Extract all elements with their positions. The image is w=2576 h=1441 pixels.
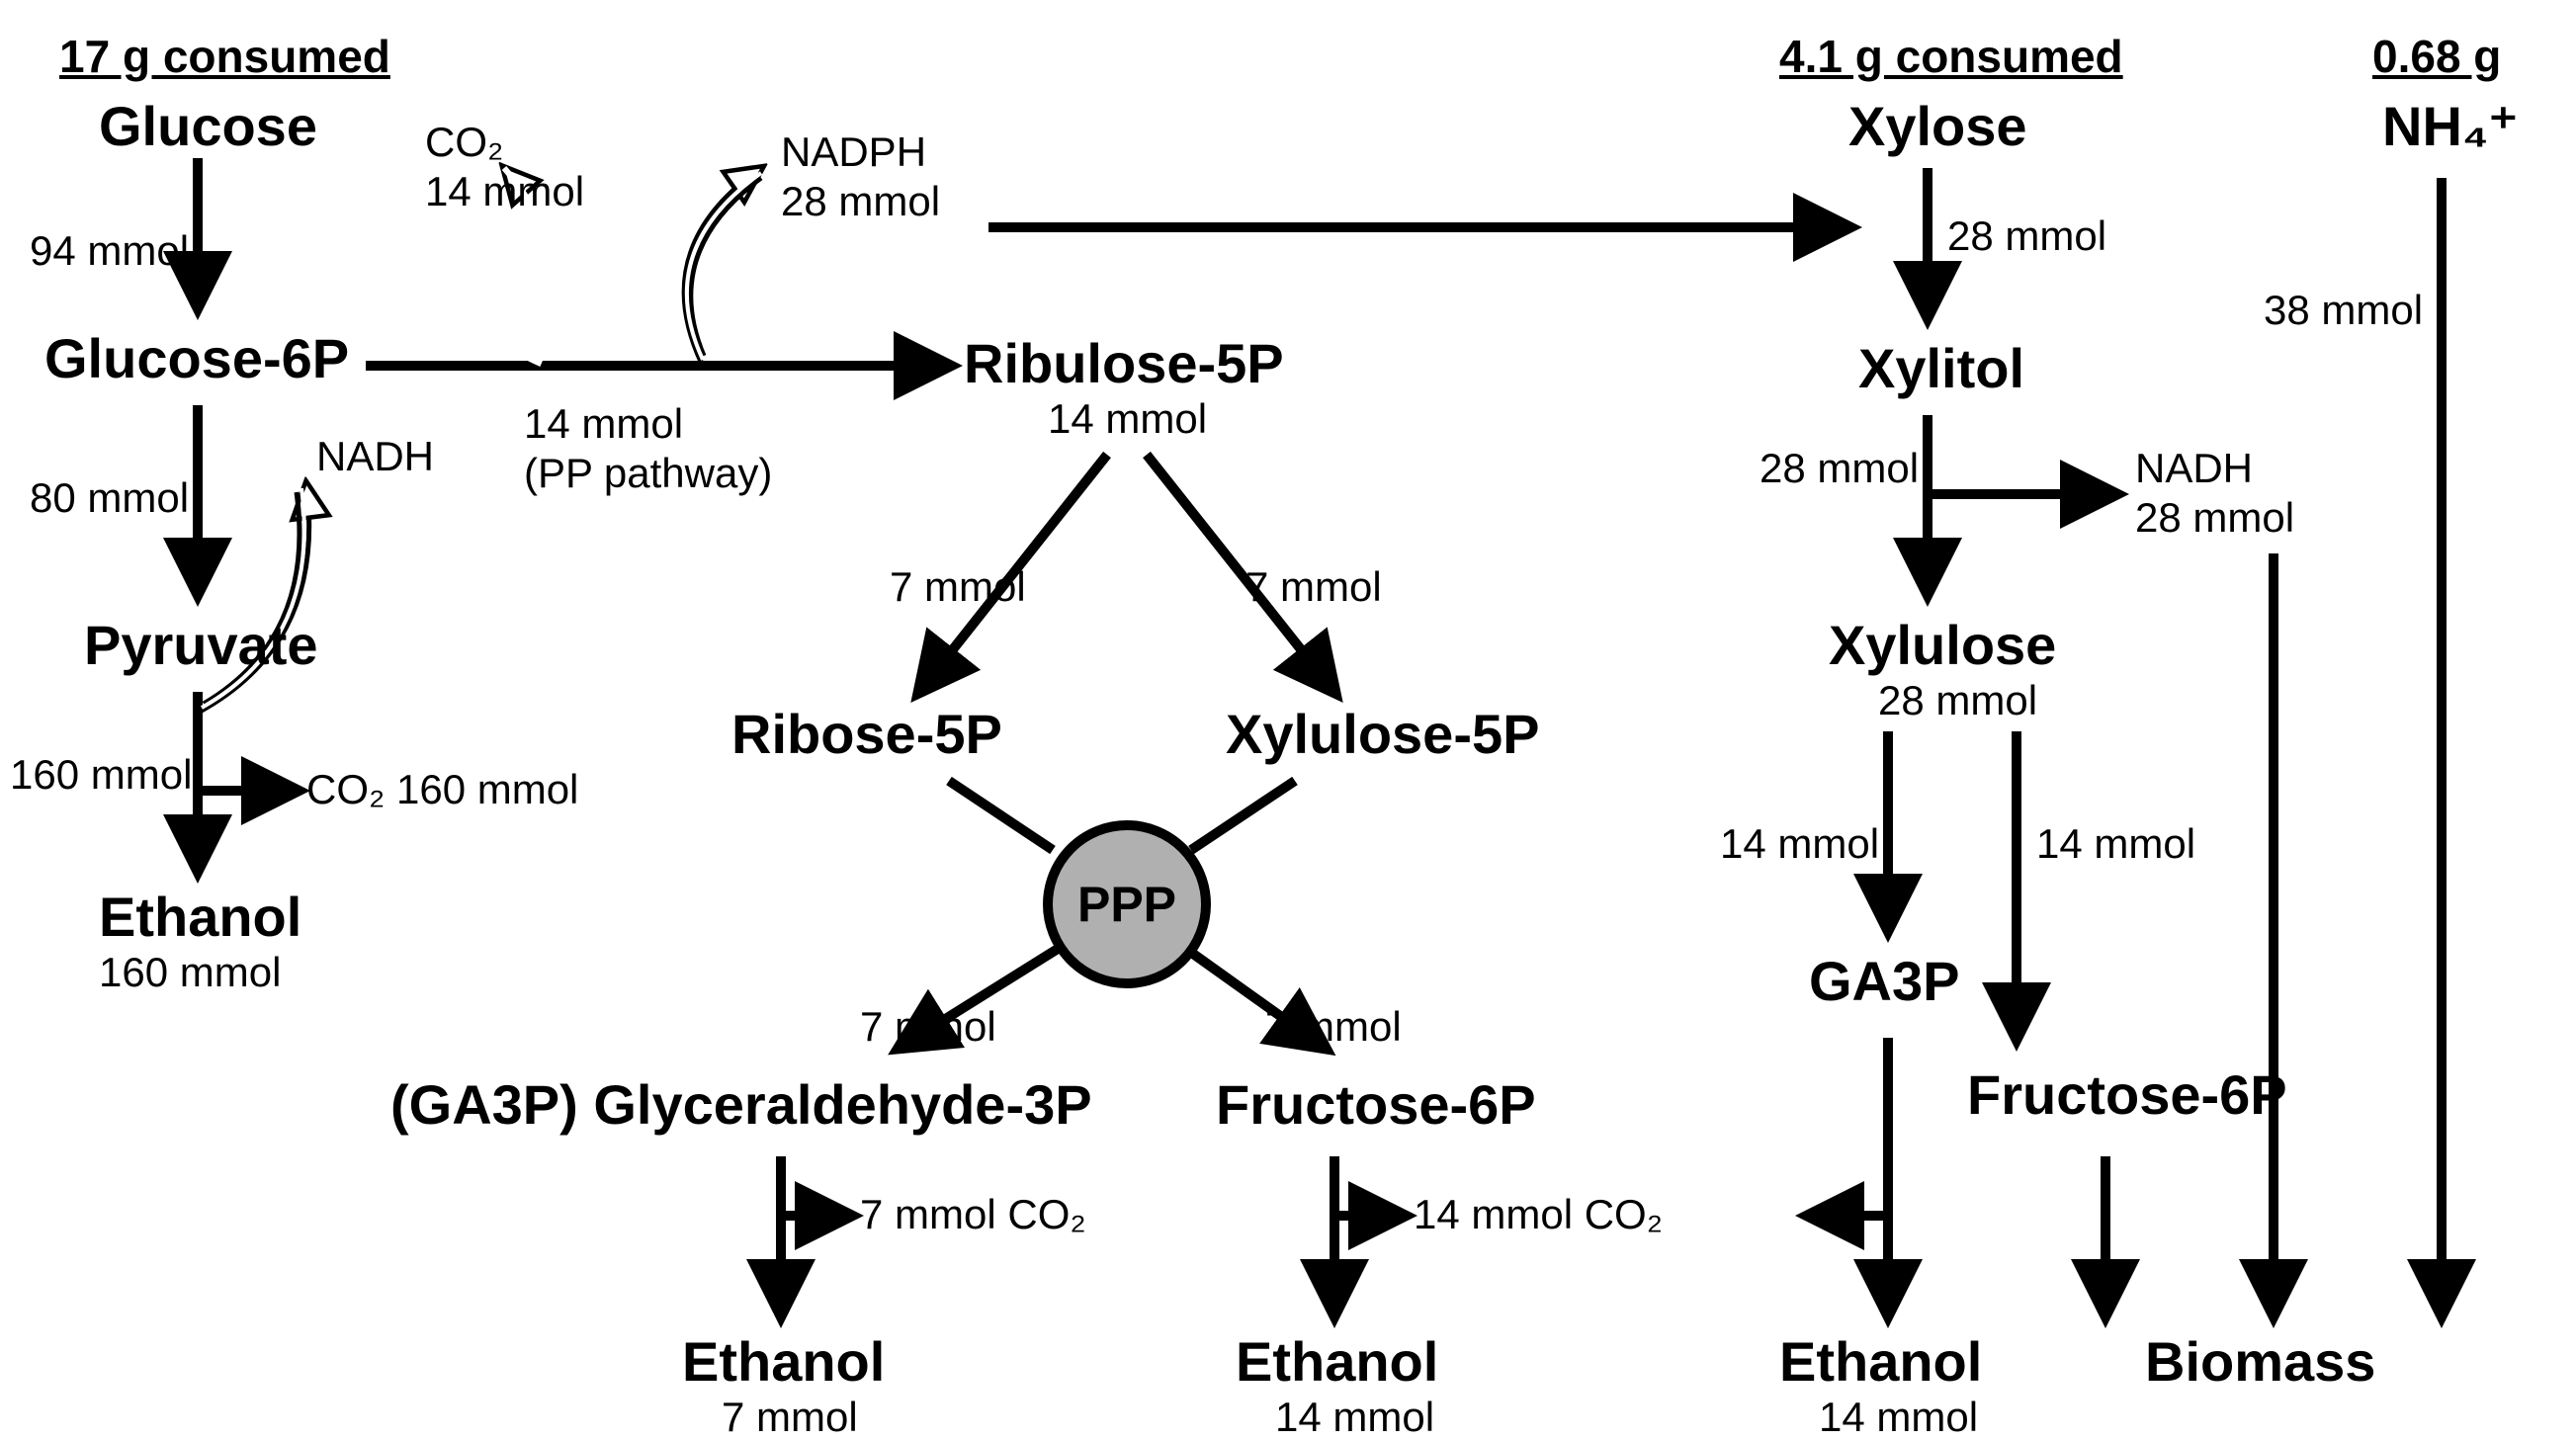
val-ribulose-14: 14 mmol xyxy=(1048,395,1207,443)
node-fructose6p-right: Fructose-6P xyxy=(1967,1062,2287,1127)
node-biomass: Biomass xyxy=(2145,1329,2375,1394)
metabolic-pathway-diagram: 17 g consumed 4.1 g consumed 0.68 g Gluc… xyxy=(0,0,2576,1431)
header-xylose-consumed: 4.1 g consumed xyxy=(1779,30,2123,83)
val-7mmol-right: 7 mmol xyxy=(1245,563,1382,611)
val-7mmol-ga3p: 7 mmol xyxy=(860,1003,996,1051)
label-ppp: PPP xyxy=(1077,876,1176,933)
label-co2-pp: CO₂ xyxy=(425,119,503,166)
val-ethanol-7: 7 mmol xyxy=(722,1394,858,1441)
label-nadph: NADPH xyxy=(781,128,926,176)
node-ethanol-right: Ethanol xyxy=(1779,1329,1982,1394)
val-7mmol-left: 7 mmol xyxy=(890,563,1026,611)
node-ga3p-full: (GA3P) Glyceraldehyde-3P xyxy=(390,1072,1092,1137)
val-xylulose-28: 28 mmol xyxy=(1878,677,2037,724)
node-pyruvate: Pyruvate xyxy=(84,613,318,677)
node-glucose6p: Glucose-6P xyxy=(44,326,349,390)
node-ppp-circle: PPP xyxy=(1043,820,1211,988)
node-glucose: Glucose xyxy=(99,94,317,158)
node-ribulose5p: Ribulose-5P xyxy=(964,331,1284,395)
val-xylose-28: 28 mmol xyxy=(1947,212,2106,260)
node-ethanol-center2: Ethanol xyxy=(1236,1329,1438,1394)
label-nadh-right: NADH xyxy=(2135,445,2253,492)
val-14mmol-pp: 14 mmol xyxy=(524,400,683,448)
val-xylitol-28: 28 mmol xyxy=(1760,445,1919,492)
val-38mmol: 38 mmol xyxy=(2264,287,2423,334)
val-7mmol-co2: 7 mmol CO₂ xyxy=(860,1191,1086,1238)
val-80mmol: 80 mmol xyxy=(30,474,189,522)
val-co2-14: 14 mmol xyxy=(425,168,584,215)
node-xylitol: Xylitol xyxy=(1858,336,2024,400)
val-160mmol: 160 mmol xyxy=(10,751,192,799)
label-pp-pathway: (PP pathway) xyxy=(524,450,772,497)
label-nadh-glycolysis: NADH xyxy=(316,433,434,480)
node-ga3p-right: GA3P xyxy=(1809,949,1960,1013)
header-glucose-consumed: 17 g consumed xyxy=(59,30,390,83)
node-xylose: Xylose xyxy=(1848,94,2027,158)
val-nadph-28: 28 mmol xyxy=(781,178,940,225)
arrow-xylulose5p-ppp xyxy=(1191,781,1295,850)
val-ga3p-14: 14 mmol xyxy=(1720,820,1879,868)
val-94mmol: 94 mmol xyxy=(30,227,189,275)
header-nh4: 0.68 g xyxy=(2372,30,2501,83)
node-nh4: NH₄⁺ xyxy=(2382,94,2518,159)
val-ethanol-14-r: 14 mmol xyxy=(1819,1394,1978,1441)
node-ribose5p: Ribose-5P xyxy=(731,702,1002,766)
node-ethanol-left: Ethanol xyxy=(99,885,301,949)
val-7mmol-f6p: 7 mmol xyxy=(1265,1003,1402,1051)
node-ethanol-center1: Ethanol xyxy=(682,1329,885,1394)
node-xylulose: Xylulose xyxy=(1829,613,2056,677)
val-f6p-14: 14 mmol xyxy=(2036,820,2195,868)
val-nadh-28-right: 28 mmol xyxy=(2135,494,2294,542)
node-fructose6p-center: Fructose-6P xyxy=(1216,1072,1536,1137)
val-14mmol-co2: 14 mmol CO₂ xyxy=(1414,1191,1663,1238)
val-ethanol-160: 160 mmol xyxy=(99,949,281,996)
val-ethanol-14-c: 14 mmol xyxy=(1275,1394,1434,1441)
arrow-ribose-ppp xyxy=(949,781,1053,850)
val-co2-160: CO₂ 160 mmol xyxy=(306,766,578,813)
node-xylulose5p: Xylulose-5P xyxy=(1226,702,1539,766)
